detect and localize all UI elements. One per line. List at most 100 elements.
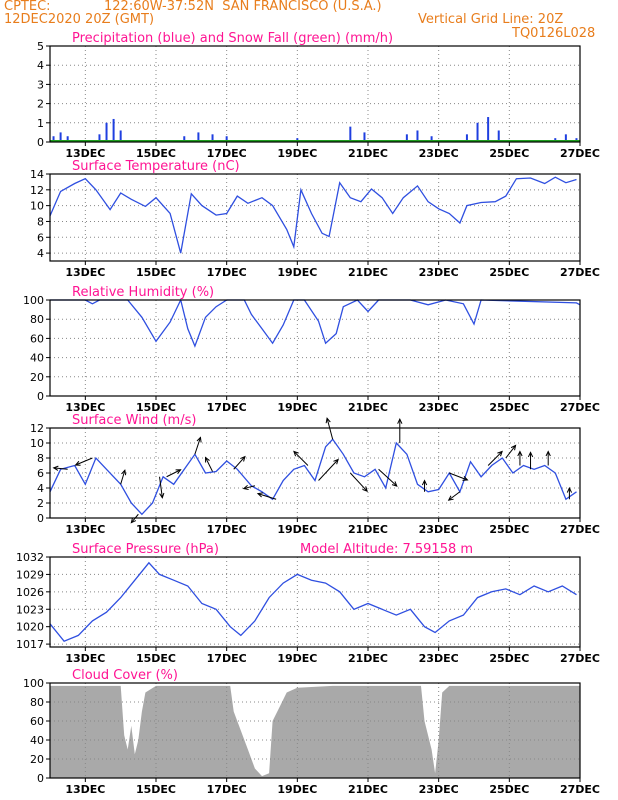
panel-title: Relative Humidity (%) (72, 285, 214, 300)
y-tick-label: 40 (30, 352, 44, 365)
y-tick-label: 4 (37, 482, 44, 495)
wind-arrowhead (447, 495, 454, 501)
y-tick-label: 6 (37, 231, 44, 244)
wind-vector (505, 445, 516, 459)
x-tick-label: 19DEC (277, 523, 317, 536)
y-tick-label: 6 (37, 467, 44, 480)
wind-arrowhead (545, 450, 551, 457)
wind-arrowhead (497, 450, 503, 457)
y-tick-label: 40 (30, 734, 44, 747)
wind-arrowhead (196, 436, 202, 443)
precip-bar (197, 132, 200, 142)
x-tick-label: 25DEC (489, 266, 529, 279)
x-tick-label: 17DEC (207, 652, 247, 665)
precip-bar (405, 134, 408, 142)
x-tick-label: 25DEC (489, 523, 529, 536)
wind-arrowhead (121, 469, 127, 476)
y-tick-label: 60 (30, 332, 44, 345)
y-tick-label: 20 (30, 753, 44, 766)
y-tick-label: 80 (30, 696, 44, 709)
wind-arrowhead (517, 450, 523, 457)
wind-arrowhead (397, 418, 403, 424)
wind-arrowhead (240, 455, 246, 462)
y-tick-label: 5 (37, 40, 44, 53)
panel-title: Precipitation (blue) and Snow Fall (gree… (72, 31, 393, 46)
x-tick-label: 27DEC (560, 652, 600, 665)
x-tick-label: 25DEC (489, 783, 529, 796)
precip-bar (119, 130, 122, 142)
cloud-cover-area (50, 685, 580, 778)
precip-bar (497, 130, 500, 142)
precip-bar (98, 134, 101, 142)
precip-bar (52, 136, 55, 142)
x-tick-label: 23DEC (419, 147, 459, 160)
header-datetime: 12DEC2020 20Z (GMT) (4, 12, 155, 27)
x-tick-label: 15DEC (136, 147, 176, 160)
x-tick-label: 27DEC (560, 266, 600, 279)
x-tick-label: 23DEC (419, 652, 459, 665)
wind-vector (293, 451, 309, 466)
wind-vector (449, 472, 468, 481)
y-tick-label: 12 (30, 184, 44, 197)
wind-vector (159, 476, 163, 498)
x-tick-label: 17DEC (207, 266, 247, 279)
wind-arrowhead (566, 486, 573, 493)
wind-arrowhead (421, 479, 428, 486)
x-tick-label: 21DEC (348, 523, 388, 536)
y-tick-label: 8 (37, 452, 44, 465)
precip-bar (465, 134, 468, 142)
x-tick-label: 13DEC (65, 266, 105, 279)
panel-subtitle: Model Altitude: 7.59158 m (300, 542, 473, 557)
series-line (49, 438, 577, 516)
precip-bar (59, 132, 62, 142)
wind-vector (326, 418, 334, 440)
panel-title: Surface Temperature (nC) (72, 159, 240, 174)
precip-bar (112, 118, 115, 142)
wind-arrowhead (462, 476, 469, 481)
x-tick-label: 15DEC (136, 266, 176, 279)
y-tick-label: 100 (23, 677, 44, 690)
panel-frame (49, 427, 581, 519)
x-tick-label: 19DEC (277, 266, 317, 279)
precip-bar (225, 136, 228, 142)
y-tick-label: 1 (37, 117, 44, 130)
precip-bar (66, 136, 69, 142)
x-tick-label: 19DEC (277, 401, 317, 414)
y-tick-label: 4 (37, 59, 44, 72)
header-source: CPTEC: (4, 0, 51, 14)
wind-arrowhead (242, 484, 249, 491)
x-tick-label: 27DEC (560, 523, 600, 536)
panel-title: Cloud Cover (%) (72, 668, 178, 683)
wind-vector (378, 468, 398, 487)
wind-arrowhead (527, 451, 534, 458)
wind-vector (487, 451, 503, 466)
y-tick-label: 2 (37, 98, 44, 111)
x-tick-label: 19DEC (277, 147, 317, 160)
x-tick-label: 15DEC (136, 401, 176, 414)
wind-vector (120, 470, 126, 485)
wind-vector (53, 467, 68, 470)
y-tick-label: 20 (30, 371, 44, 384)
wind-vector (166, 469, 181, 478)
wind-arrowhead (52, 465, 59, 471)
x-tick-label: 13DEC (65, 783, 105, 796)
x-tick-label: 17DEC (207, 147, 247, 160)
precip-bar (476, 122, 479, 142)
x-tick-label: 23DEC (419, 401, 459, 414)
panel-frame (49, 45, 581, 143)
y-tick-label: 0 (37, 390, 44, 403)
y-tick-label: 3 (37, 78, 44, 91)
x-tick-label: 13DEC (65, 147, 105, 160)
y-tick-label: 4 (37, 247, 44, 260)
y-tick-label: 14 (30, 168, 44, 181)
y-tick-label: 2 (37, 497, 44, 510)
x-tick-label: 23DEC (419, 783, 459, 796)
x-tick-label: 21DEC (348, 266, 388, 279)
x-tick-label: 17DEC (207, 783, 247, 796)
header-grid-line: Vertical Grid Line: 20Z (418, 12, 564, 27)
x-tick-label: 13DEC (65, 401, 105, 414)
x-tick-label: 17DEC (207, 523, 247, 536)
x-tick-label: 21DEC (348, 147, 388, 160)
wind-arrowhead (256, 492, 263, 498)
